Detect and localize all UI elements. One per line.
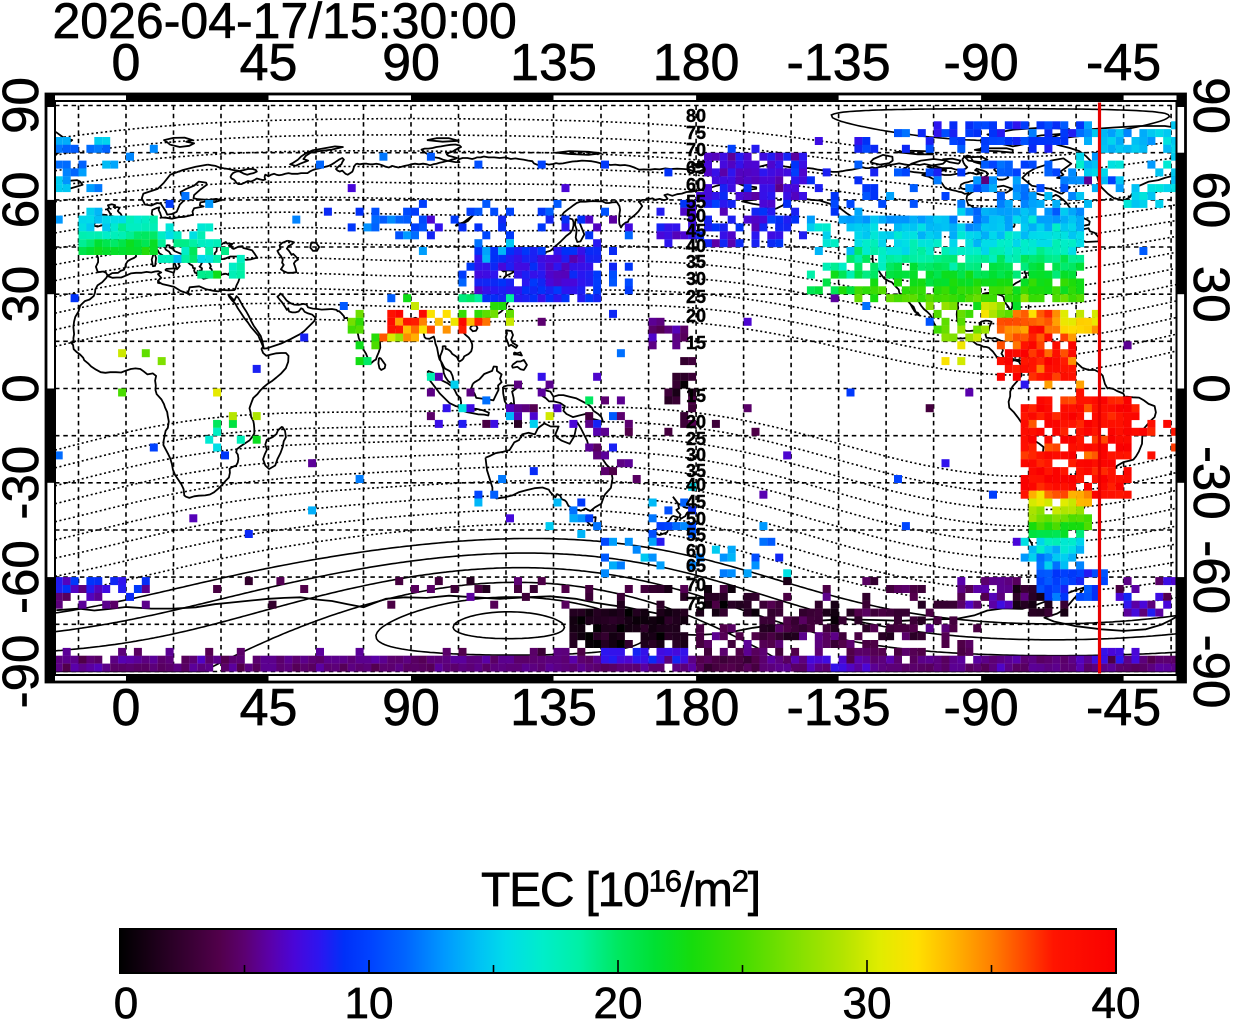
- svg-text:25: 25: [686, 287, 706, 307]
- svg-text:40: 40: [686, 475, 706, 495]
- svg-text:90: 90: [0, 77, 49, 134]
- svg-text:25: 25: [686, 429, 706, 449]
- svg-text:-45: -45: [1086, 34, 1161, 92]
- svg-text:30: 30: [1183, 266, 1235, 323]
- svg-text:-135: -135: [787, 679, 891, 737]
- svg-text:90: 90: [382, 34, 440, 92]
- svg-text:35: 35: [686, 461, 706, 481]
- svg-text:-90: -90: [0, 635, 49, 709]
- svg-text:50: 50: [686, 206, 706, 226]
- svg-text:0: 0: [1183, 374, 1235, 402]
- svg-text:TEC [1016/m2]: TEC [1016/m2]: [481, 864, 760, 918]
- svg-text:30: 30: [843, 979, 892, 1021]
- svg-text:15: 15: [686, 333, 706, 353]
- svg-text:75: 75: [686, 123, 706, 143]
- svg-text:180: 180: [653, 34, 740, 92]
- svg-text:90: 90: [1183, 77, 1235, 134]
- svg-text:0: 0: [112, 679, 141, 737]
- svg-text:30: 30: [0, 266, 49, 323]
- svg-text:-90: -90: [944, 679, 1019, 737]
- svg-text:35: 35: [686, 252, 706, 272]
- svg-text:-30: -30: [0, 446, 49, 520]
- svg-text:55: 55: [686, 192, 706, 212]
- svg-text:20: 20: [594, 979, 643, 1021]
- svg-text:0: 0: [114, 979, 138, 1021]
- svg-text:180: 180: [653, 679, 740, 737]
- svg-text:20: 20: [686, 412, 706, 432]
- svg-text:-60: -60: [1183, 540, 1235, 614]
- svg-text:60: 60: [0, 172, 49, 229]
- svg-text:30: 30: [686, 269, 706, 289]
- svg-text:-60: -60: [0, 540, 49, 614]
- svg-text:135: 135: [510, 679, 597, 737]
- svg-text:45: 45: [240, 679, 298, 737]
- svg-text:-135: -135: [787, 34, 891, 92]
- svg-text:2026-04-17/15:30:00: 2026-04-17/15:30:00: [53, 0, 517, 49]
- svg-text:0: 0: [0, 374, 49, 402]
- svg-text:-90: -90: [1183, 635, 1235, 709]
- svg-text:60: 60: [686, 541, 706, 561]
- svg-text:65: 65: [686, 158, 706, 178]
- svg-text:135: 135: [510, 34, 597, 92]
- svg-text:75: 75: [686, 594, 706, 614]
- svg-text:45: 45: [686, 221, 706, 241]
- svg-text:80: 80: [686, 106, 706, 126]
- svg-text:10: 10: [345, 979, 394, 1021]
- svg-text:90: 90: [382, 679, 440, 737]
- svg-text:65: 65: [686, 556, 706, 576]
- svg-text:40: 40: [1092, 979, 1141, 1021]
- svg-text:45: 45: [686, 492, 706, 512]
- svg-text:50: 50: [686, 509, 706, 529]
- svg-text:70: 70: [686, 140, 706, 160]
- svg-text:-90: -90: [944, 34, 1019, 92]
- svg-text:-45: -45: [1086, 679, 1161, 737]
- svg-text:20: 20: [686, 306, 706, 326]
- svg-text:70: 70: [686, 575, 706, 595]
- svg-text:45: 45: [240, 34, 298, 92]
- svg-text:15: 15: [686, 386, 706, 406]
- svg-text:60: 60: [686, 175, 706, 195]
- svg-text:40: 40: [686, 236, 706, 256]
- svg-text:60: 60: [1183, 172, 1235, 229]
- svg-text:-30: -30: [1183, 446, 1235, 520]
- svg-text:55: 55: [686, 525, 706, 545]
- svg-text:0: 0: [112, 34, 141, 92]
- svg-text:30: 30: [686, 445, 706, 465]
